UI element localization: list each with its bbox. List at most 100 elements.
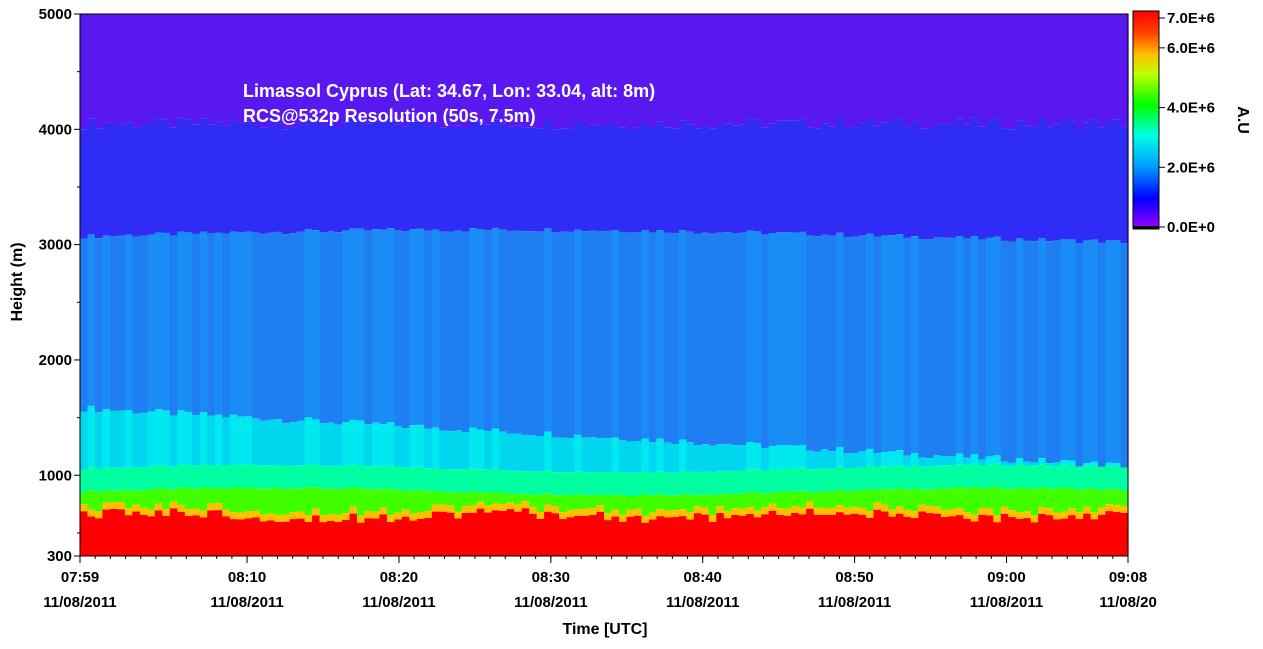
heatmap-cell: [678, 509, 687, 517]
heatmap-cell: [843, 507, 852, 515]
heatmap-cell: [267, 488, 276, 514]
heatmap-cell: [184, 515, 193, 556]
heatmap-cell: [259, 420, 268, 466]
heatmap-cell: [356, 118, 366, 229]
heatmap-cell: [169, 501, 178, 509]
heatmap-cell: [192, 233, 201, 415]
heatmap-cell: [117, 410, 126, 468]
heatmap-cell: [386, 228, 395, 423]
heatmap-cell: [880, 511, 890, 556]
heatmap-cell: [738, 493, 747, 509]
heatmap-cell: [1008, 489, 1017, 511]
heatmap-cell: [671, 444, 680, 473]
heatmap-cell: [611, 437, 620, 472]
heatmap-cell: [94, 14, 104, 129]
heatmap-cell: [1038, 513, 1047, 556]
heatmap-cell: [147, 516, 156, 556]
heatmap-cell: [446, 505, 455, 513]
heatmap-cell: [192, 14, 201, 125]
heatmap-cell: [686, 494, 695, 513]
heatmap-cell: [596, 438, 605, 473]
heatmap-cell: [776, 232, 785, 446]
heatmap-cell: [1008, 466, 1017, 490]
heatmap-cell: [252, 517, 261, 556]
heatmap-cell: [866, 448, 875, 466]
heatmap-cell: [229, 519, 238, 556]
heatmap-cell: [214, 487, 223, 504]
x-tick-time: 08:50: [835, 569, 873, 586]
heatmap-cell: [701, 507, 710, 515]
heatmap-cell: [978, 488, 987, 508]
heatmap-cell: [693, 472, 702, 496]
heatmap-cell: [1113, 462, 1122, 466]
heatmap-cell: [177, 14, 186, 118]
heatmap-cell: [207, 465, 216, 489]
heatmap-cell: [656, 516, 665, 556]
heatmap-cell: [162, 232, 171, 411]
heatmap-cell: [843, 491, 852, 508]
heatmap-cell: [1075, 243, 1084, 467]
heatmap-cell: [304, 521, 313, 556]
heatmap-cell: [1075, 519, 1084, 556]
heatmap-cell: [559, 437, 568, 473]
heatmap-cell: [1120, 506, 1129, 513]
heatmap-cell: [671, 510, 680, 518]
heatmap-cell: [866, 119, 875, 234]
heatmap-cell: [184, 487, 193, 510]
heatmap-cell: [102, 235, 111, 410]
heatmap-cell: [648, 127, 657, 233]
heatmap-cell: [791, 468, 800, 492]
heatmap-cell: [222, 516, 231, 556]
heatmap-cell: [581, 126, 590, 232]
heatmap-cell: [192, 124, 201, 234]
heatmap-cell: [469, 505, 478, 513]
heatmap-cell: [851, 491, 860, 507]
heatmap-cell: [648, 232, 657, 443]
heatmap-cell: [1023, 240, 1032, 462]
heatmap-cell: [536, 518, 545, 556]
heatmap-cell: [102, 409, 111, 468]
heatmap-cell: [626, 495, 635, 510]
heatmap-cell: [267, 520, 276, 556]
heatmap-cell: [828, 491, 837, 508]
heatmap-cell: [716, 14, 725, 125]
heatmap-cell: [1038, 118, 1047, 238]
heatmap-cell: [334, 515, 343, 522]
heatmap-cell: [753, 469, 762, 493]
heatmap-cell: [484, 512, 493, 556]
heatmap-cell: [933, 513, 942, 556]
heatmap-cell: [124, 515, 133, 556]
heatmap-cell: [641, 230, 650, 439]
heatmap-cell: [342, 520, 351, 556]
heatmap-cell: [371, 422, 381, 466]
heatmap-cell: [888, 235, 897, 452]
heatmap-cell: [768, 492, 777, 504]
heatmap-cell: [566, 510, 575, 518]
heatmap-cell: [761, 127, 770, 235]
heatmap-cell: [319, 515, 328, 523]
heatmap-cell: [948, 488, 957, 510]
heatmap-cell: [454, 492, 463, 512]
heatmap-cell: [843, 128, 852, 237]
heatmap-cell: [386, 515, 395, 523]
heatmap-cell: [117, 509, 126, 556]
heatmap-cell: [1068, 515, 1077, 556]
heatmap-cell: [386, 522, 395, 556]
colorbar-ticks: 7.0E+6 6.0E+6 4.0E+6 2.0E+6 0.0E+0: [1159, 10, 1215, 236]
heatmap-cell: [199, 118, 208, 232]
heatmap-cell: [1060, 511, 1069, 519]
heatmap-cell: [1030, 126, 1039, 242]
heatmap-cell: [551, 506, 560, 514]
heatmap-cell: [1090, 461, 1099, 466]
heatmap-cell: [154, 409, 163, 466]
heatmap-cell: [746, 442, 755, 470]
heatmap-cell: [469, 14, 478, 120]
heatmap-cell: [379, 507, 388, 515]
heatmap-cell: [222, 488, 231, 510]
heatmap-cell: [401, 516, 410, 556]
heatmap-cell: [746, 118, 755, 231]
heatmap-cell: [297, 518, 306, 556]
heatmap-cell: [1068, 14, 1077, 121]
heatmap-cell: [559, 231, 568, 438]
